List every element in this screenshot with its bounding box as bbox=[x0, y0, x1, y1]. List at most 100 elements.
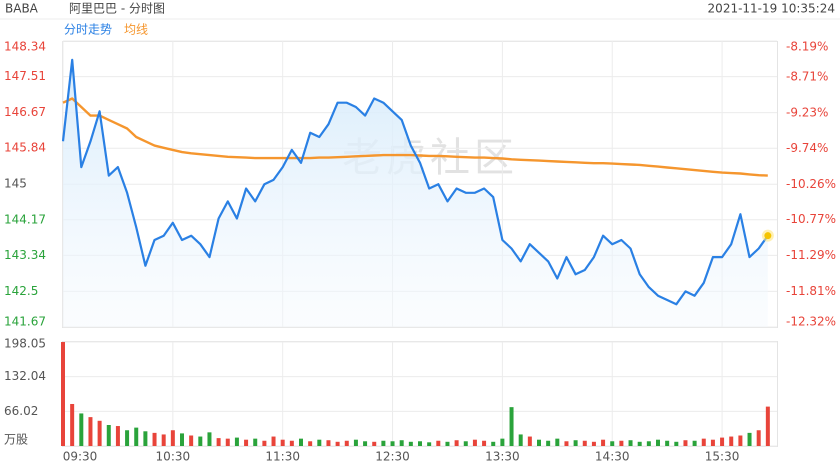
y-tick-label: 66.02 bbox=[4, 404, 38, 418]
volume-bar bbox=[582, 440, 587, 446]
volume-bar bbox=[207, 432, 212, 446]
volume-bar bbox=[555, 438, 560, 446]
volume-bar bbox=[262, 440, 267, 446]
volume-bar bbox=[381, 440, 386, 446]
volume-bar bbox=[335, 441, 340, 446]
volume-bar bbox=[747, 432, 752, 446]
volume-bar bbox=[637, 441, 642, 446]
y-tick-label: 145.84 bbox=[4, 141, 46, 155]
volume-bar bbox=[216, 438, 221, 446]
volume-bar bbox=[189, 435, 194, 446]
legend-label: 均线 bbox=[124, 23, 148, 37]
y-tick-label: 147.51 bbox=[4, 69, 46, 83]
volume-bar bbox=[564, 441, 569, 446]
volume-bar bbox=[710, 439, 715, 446]
y-tick-label: 142.5 bbox=[4, 284, 38, 298]
volume-bar bbox=[271, 436, 276, 446]
last-point bbox=[764, 232, 772, 240]
y2-tick-label: -11.29% bbox=[786, 248, 836, 262]
y-tick-label: 148.34 bbox=[4, 40, 46, 54]
volume-bar bbox=[738, 435, 743, 446]
volume-bar bbox=[88, 417, 93, 446]
x-tick-label: 11:30 bbox=[265, 450, 300, 464]
volume-bar bbox=[472, 439, 477, 446]
volume-bar bbox=[683, 440, 688, 446]
y2-tick-label: -11.81% bbox=[786, 284, 836, 298]
volume-bar bbox=[134, 427, 139, 446]
y-tick-label: 144.17 bbox=[4, 212, 46, 226]
volume-bar bbox=[308, 441, 313, 446]
x-tick-label: 14:30 bbox=[595, 450, 630, 464]
volume-bar bbox=[408, 441, 413, 446]
volume-bar bbox=[244, 439, 249, 446]
volume-bar bbox=[390, 441, 395, 446]
volume-bar bbox=[106, 424, 111, 446]
volume-bar bbox=[289, 440, 294, 446]
volume-bar bbox=[61, 342, 65, 446]
volume-bar bbox=[152, 432, 157, 446]
volume-bar bbox=[756, 430, 761, 446]
y2-tick-label: -9.23% bbox=[786, 106, 828, 120]
volume-bar bbox=[601, 439, 606, 446]
volume-bar bbox=[463, 441, 468, 446]
volume-bar bbox=[225, 438, 230, 446]
volume-bar bbox=[445, 441, 450, 446]
volume-bar bbox=[427, 442, 432, 446]
volume-bar bbox=[628, 440, 633, 446]
y2-tick-label: -9.74% bbox=[786, 141, 828, 155]
timestamp: 2021-11-19 10:35:24 bbox=[708, 2, 835, 16]
line bbox=[61, 58, 769, 306]
volume-bar bbox=[234, 437, 239, 446]
volume-bar bbox=[344, 440, 349, 446]
volume-bar bbox=[482, 440, 487, 446]
volume-bar bbox=[537, 439, 541, 446]
y-tick-label: 141.67 bbox=[4, 315, 46, 329]
y2-tick-label: -12.32% bbox=[786, 315, 836, 329]
volume-bar bbox=[765, 406, 770, 446]
volume-bar bbox=[692, 440, 697, 446]
volume-bar bbox=[418, 441, 422, 446]
volume-bar bbox=[143, 431, 148, 446]
symbol: BABA bbox=[5, 2, 39, 16]
volume-bar bbox=[363, 441, 368, 446]
volume-bar bbox=[299, 438, 303, 446]
volume-bar bbox=[656, 439, 660, 446]
y2-tick-label: -10.77% bbox=[786, 212, 836, 226]
y-tick-label: 143.34 bbox=[4, 248, 46, 262]
volume-bar bbox=[674, 441, 679, 446]
y-tick-label: 145 bbox=[4, 177, 27, 191]
x-tick-label: 12:30 bbox=[375, 450, 410, 464]
volume-bar bbox=[573, 440, 578, 446]
x-tick-label: 15:30 bbox=[705, 450, 740, 464]
x-tick-label: 10:30 bbox=[156, 450, 191, 464]
volume-bar bbox=[610, 441, 615, 446]
y2-tick-label: -8.19% bbox=[786, 40, 828, 54]
volume-bar bbox=[70, 403, 75, 446]
volume-bar bbox=[280, 439, 285, 446]
area bbox=[63, 59, 768, 328]
volume-bar bbox=[180, 433, 184, 446]
legend-label: 分时走势 bbox=[64, 23, 112, 37]
y2-tick-label: -8.71% bbox=[786, 70, 828, 84]
volume-bar bbox=[720, 437, 725, 446]
volume-bar bbox=[546, 440, 551, 446]
volume-bar bbox=[170, 430, 175, 446]
volume-bar bbox=[701, 438, 706, 446]
volume-bar bbox=[729, 436, 734, 446]
y2-tick-label: -10.26% bbox=[786, 177, 836, 191]
volume-bar bbox=[619, 440, 624, 446]
x-tick-label: 09:30 bbox=[63, 450, 98, 464]
volume-bar bbox=[125, 430, 130, 446]
volume-bar bbox=[665, 440, 670, 446]
volume-bar bbox=[646, 441, 651, 446]
volume-bar bbox=[317, 439, 322, 446]
volume-bar bbox=[518, 434, 523, 446]
volume-bar bbox=[115, 426, 120, 446]
volume-bar bbox=[527, 436, 532, 446]
volume-bar bbox=[372, 441, 377, 446]
y-tick-label: 198.05 bbox=[4, 337, 46, 351]
volume-bar bbox=[500, 438, 505, 446]
x-tick-label: 13:30 bbox=[485, 450, 520, 464]
volume-bar bbox=[509, 407, 514, 446]
